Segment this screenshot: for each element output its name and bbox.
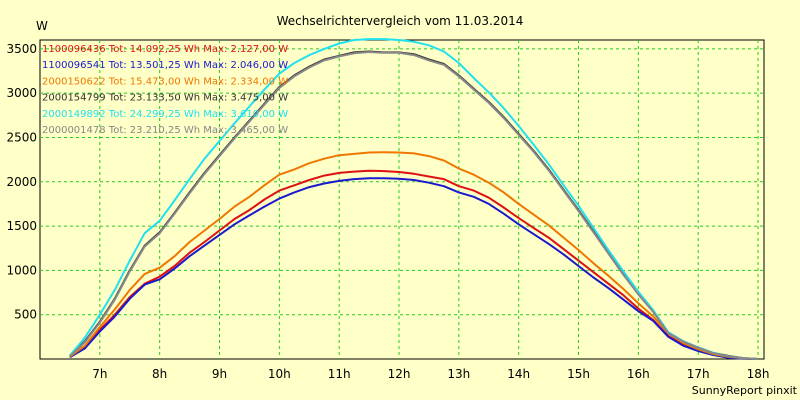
x-axis-ticks: 7h 8h 9h 10h 11h 12h 13h 14h 15h 16h 17h 18h xyxy=(92,367,769,381)
plot-frame xyxy=(39,39,765,360)
y-tick-label: 2000 xyxy=(6,175,37,189)
series-line-2000149892 xyxy=(69,38,759,360)
x-tick-label: 13h xyxy=(447,367,470,381)
footer-credit: SunnyReport pinxit xyxy=(692,384,798,397)
y-axis-unit: W xyxy=(36,19,48,33)
x-tick-label: 15h xyxy=(567,367,590,381)
y-tick-label: 3500 xyxy=(6,42,37,56)
series-layer xyxy=(69,38,759,360)
y-tick-label: 500 xyxy=(14,308,37,322)
x-tick-label: 12h xyxy=(388,367,411,381)
grid-layer xyxy=(40,40,764,359)
x-tick-label: 16h xyxy=(627,367,650,381)
legend-entry-2000001478: 2000001478 Tot: 23.210,25 Wh Max: 3.465,… xyxy=(42,125,288,136)
x-tick-label: 14h xyxy=(507,367,530,381)
y-tick-label: 1500 xyxy=(6,219,37,233)
x-tick-label: 7h xyxy=(92,367,107,381)
y-tick-label: 3000 xyxy=(6,86,37,100)
x-tick-label: 18h xyxy=(747,367,770,381)
series-line-2000001478 xyxy=(69,51,759,360)
y-tick-label: 2500 xyxy=(6,130,37,144)
legend-entry-1100096436: 1100096436 Tot: 14.092,25 Wh Max: 2.127,… xyxy=(42,44,288,55)
x-tick-label: 10h xyxy=(268,367,291,381)
y-axis-ticks: 500 1000 1500 2000 2500 3000 3500 xyxy=(6,42,37,322)
x-tick-label: 11h xyxy=(328,367,351,381)
legend-entry-2000154799: 2000154799 Tot: 23.133,50 Wh Max: 3.475,… xyxy=(42,93,288,104)
y-tick-label: 1000 xyxy=(6,263,37,277)
x-tick-label: 9h xyxy=(212,367,227,381)
series-line-1100096436 xyxy=(69,169,759,360)
series-line-2000150622 xyxy=(69,151,759,360)
legend-entry-1100096541: 1100096541 Tot: 13.501,25 Wh Max: 2.046,… xyxy=(42,60,288,71)
legend-entry-2000149892: 2000149892 Tot: 24.299,25 Wh Max: 3.610,… xyxy=(42,109,288,120)
x-tick-label: 8h xyxy=(152,367,167,381)
legend: 1100096436 Tot: 14.092,25 Wh Max: 2.127,… xyxy=(42,44,288,136)
chart-title: Wechselrichtervergleich vom 11.03.2014 xyxy=(277,14,524,28)
legend-entry-2000150622: 2000150622 Tot: 15.473,00 Wh Max: 2.334,… xyxy=(42,76,288,87)
series-line-1100096541 xyxy=(69,177,759,360)
x-tick-label: 17h xyxy=(687,367,710,381)
